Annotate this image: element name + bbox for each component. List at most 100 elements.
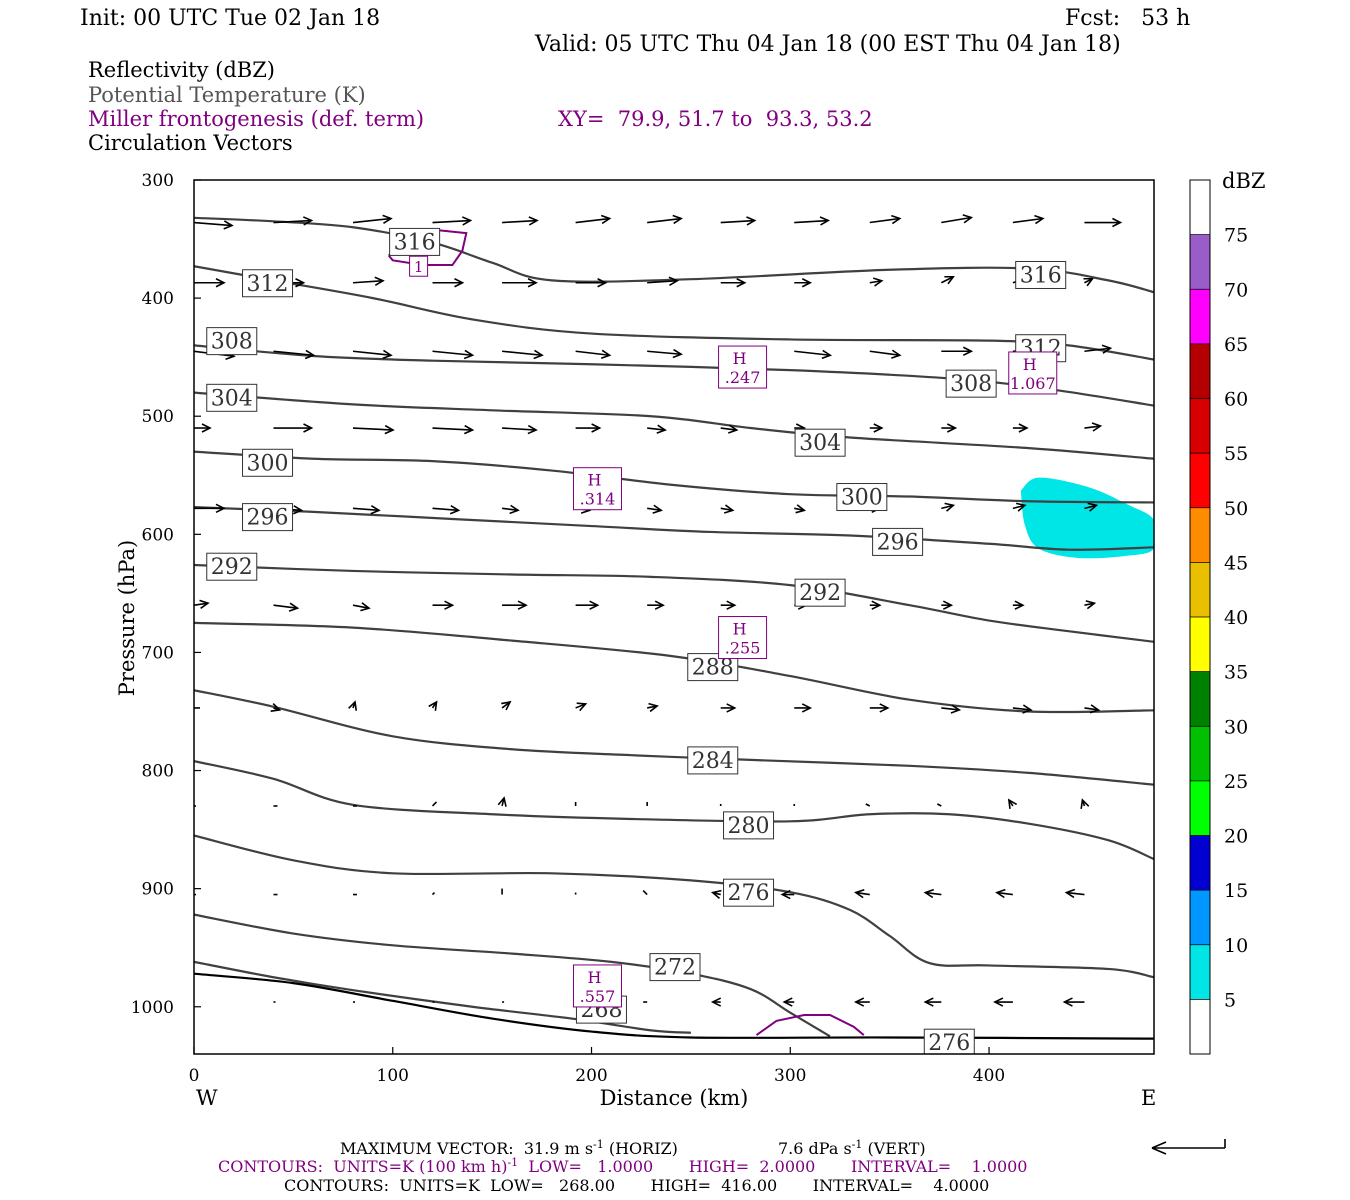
circulation-vector xyxy=(941,600,954,610)
circulation-vector xyxy=(647,276,679,286)
colorbar-segment xyxy=(1190,289,1210,344)
circulation-vector xyxy=(432,216,473,226)
contours-theta-info: CONTOURS: UNITS=K LOW= 268.00 HIGH= 416.… xyxy=(284,1176,989,1195)
theta-label: 272 xyxy=(654,956,696,981)
theta-label: 300 xyxy=(247,451,289,476)
circulation-vector xyxy=(1084,704,1101,714)
circulation-vector xyxy=(1084,600,1097,610)
circulation-vector xyxy=(575,702,588,712)
y-tick-label: 1000 xyxy=(131,998,174,1018)
circulation-vector xyxy=(647,348,683,359)
colorbar-segment xyxy=(1190,944,1210,1000)
colorbar-label: 60 xyxy=(1224,389,1248,411)
theta-contour-300 xyxy=(194,450,1154,504)
theta-label: 312 xyxy=(247,272,289,297)
xy-label: XY= 79.9, 51.7 to 93.3, 53.2 xyxy=(558,107,873,131)
colorbar-segment xyxy=(1190,835,1210,891)
circulation-vector xyxy=(194,503,226,514)
circulation-vector xyxy=(647,702,659,713)
x-tick-label: 200 xyxy=(575,1066,607,1086)
colorbar-segment xyxy=(1190,617,1210,672)
circulation-vector xyxy=(1012,214,1045,225)
frontogenesis-high-value: .247 xyxy=(725,368,761,387)
forecast-hour: Fcst: 53 h xyxy=(1065,6,1190,31)
circulation-vector xyxy=(273,349,316,360)
circulation-vector xyxy=(502,424,538,435)
circulation-vector xyxy=(432,424,475,435)
theta-label-box xyxy=(389,227,441,256)
theta-label-box xyxy=(206,383,258,412)
circulation-vector xyxy=(575,600,600,610)
frontogenesis-high-value: .255 xyxy=(725,639,761,658)
y-tick-label: 700 xyxy=(142,643,174,663)
circulation-vector xyxy=(869,423,884,433)
circulation-vector xyxy=(923,888,942,899)
circulation-vector xyxy=(941,423,958,433)
east-label: E xyxy=(1141,1086,1156,1110)
theta-contour-304 xyxy=(194,391,1154,460)
circulation-vector xyxy=(869,349,902,359)
circulation-vector xyxy=(194,423,212,433)
theta-contour-272 xyxy=(194,913,831,1038)
field-label-vectors: Circulation Vectors xyxy=(88,131,293,155)
field-label-frontogenesis: Miller frontogenesis (def. term) xyxy=(88,107,424,131)
circulation-vector xyxy=(995,888,1013,899)
circulation-vector xyxy=(273,602,300,612)
circulation-vector xyxy=(1080,798,1090,809)
circulation-vector xyxy=(794,504,807,514)
circulation-vector xyxy=(647,600,665,610)
y-tick-label: 600 xyxy=(142,525,174,545)
theta-label: 308 xyxy=(950,372,992,397)
circulation-vector xyxy=(352,349,393,360)
theta-label-box xyxy=(242,503,294,532)
frontogenesis-high-marker: H xyxy=(587,471,601,490)
circulation-vector xyxy=(794,278,813,288)
theta-label-box xyxy=(794,428,846,457)
circulation-vector xyxy=(782,997,795,1007)
theta-label: 308 xyxy=(211,330,253,355)
field-label-theta: Potential Temperature (K) xyxy=(88,83,366,107)
circulation-vector xyxy=(1007,798,1018,809)
theta-label: 288 xyxy=(692,656,734,681)
colorbar-segment xyxy=(1190,562,1210,617)
colorbar-label: 20 xyxy=(1224,826,1248,848)
frontogenesis-high-marker: H xyxy=(733,620,747,639)
circulation-vector xyxy=(720,600,737,610)
circulation-vector xyxy=(501,504,520,515)
colorbar-label: 45 xyxy=(1224,552,1248,574)
circulation-vector xyxy=(710,889,722,899)
circulation-vector xyxy=(575,423,602,433)
colorbar-label: 5 xyxy=(1224,989,1236,1011)
circulation-vector xyxy=(431,801,438,807)
circulation-vector xyxy=(794,216,831,226)
circulation-vector xyxy=(431,891,436,896)
circulation-vector xyxy=(780,889,795,900)
theta-contours xyxy=(194,216,1154,1040)
circulation-vector xyxy=(853,997,870,1007)
max-vector-text: MAXIMUM VECTOR: 31.9 m s-1 (HORIZ) xyxy=(340,1138,678,1158)
circulation-vector xyxy=(502,600,528,610)
circulation-vector xyxy=(348,700,358,711)
frontogenesis-high-value: 1.067 xyxy=(1010,374,1056,393)
theta-contour-268 xyxy=(194,960,691,1034)
circulation-vector xyxy=(1084,422,1103,432)
circulation-vector xyxy=(428,700,438,711)
x-tick-label: 100 xyxy=(377,1066,409,1086)
valid-time: Valid: 05 UTC Thu 04 Jan 18 (00 EST Thu … xyxy=(534,32,1121,57)
theta-label-box xyxy=(723,811,775,840)
circulation-vector xyxy=(720,278,747,288)
frontogenesis-contour xyxy=(755,1014,865,1036)
circulation-vector xyxy=(720,504,735,514)
theta-label-box xyxy=(206,327,258,356)
theta-contour-288 xyxy=(194,621,1154,714)
circulation-vector xyxy=(270,703,282,712)
circulation-vector xyxy=(1012,704,1033,714)
theta-label-box xyxy=(687,746,739,775)
frontogenesis-high-box xyxy=(572,467,622,511)
theta-contour-284 xyxy=(194,689,1154,786)
circulation-vector xyxy=(720,216,757,226)
circulation-vector xyxy=(1062,997,1085,1007)
theta-label: 316 xyxy=(1020,263,1062,288)
colorbar-label: 40 xyxy=(1224,607,1248,629)
